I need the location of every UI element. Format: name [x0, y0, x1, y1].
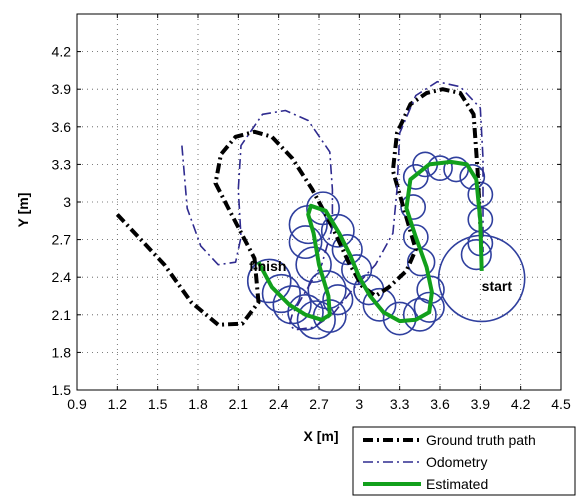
y-tick-label: 4.2	[52, 44, 72, 60]
uncertainty-circle	[460, 239, 492, 271]
x-tick-label: 4.5	[551, 396, 571, 412]
series-line-estimated	[256, 159, 484, 324]
x-tick-label: 1.8	[188, 396, 208, 412]
y-tick-label: 2.4	[52, 269, 72, 285]
uncertainty-circle	[261, 273, 301, 314]
y-tick-label: 1.8	[52, 344, 72, 360]
series-line-ground-truth-path	[115, 87, 484, 327]
x-tick-label: 2.1	[229, 396, 249, 412]
uncertainty-circle	[427, 155, 453, 182]
uncertainty-circle	[320, 213, 355, 248]
x-tick-label: 3.3	[390, 396, 410, 412]
y-tick-label: 3	[63, 194, 71, 210]
y-tick-label: 3.9	[52, 81, 72, 97]
uncertainty-circle	[341, 254, 373, 286]
x-tick-label: 3	[355, 396, 363, 412]
y-axis-label: Y [m]	[15, 193, 31, 228]
axis-ticks: 0.9 1.2 1.5 1.8 2.1 2.4 2.7 3 3.3 3.6 3.9 4.2 4.5 1.5…	[52, 14, 571, 412]
x-tick-label: 0.9	[67, 396, 87, 412]
uncertainty-circle	[288, 225, 323, 260]
x-tick-label: 4.2	[511, 396, 531, 412]
uncertainty-circle	[459, 164, 486, 190]
uncertainty-circle	[400, 194, 427, 220]
legend-label-ground-truth: Ground truth path	[426, 432, 536, 448]
x-tick-label: 2.7	[309, 396, 329, 412]
x-tick-label: 1.2	[108, 396, 128, 412]
y-tick-label: 2.1	[52, 307, 72, 323]
grid	[77, 14, 561, 390]
uncertainty-circle	[362, 287, 397, 322]
annotation-finish: finish	[249, 258, 286, 274]
legend: Ground truth path Odometry Estimated	[352, 426, 576, 496]
uncertainty-circle	[287, 294, 324, 331]
uncertainty-circle	[296, 300, 336, 340]
uncertainty-circle	[307, 270, 347, 310]
uncertainty-circle	[246, 258, 292, 304]
annotation-start: start	[482, 278, 513, 294]
uncertainty-circle	[413, 291, 445, 323]
x-axis-label: X [m]	[304, 428, 339, 444]
annotations: finish start	[249, 258, 512, 294]
uncertainty-circle	[295, 246, 332, 283]
legend-label-odometry: Odometry	[426, 454, 487, 470]
x-tick-label: 3.9	[471, 396, 491, 412]
x-tick-label: 2.4	[269, 396, 289, 412]
uncertainty-circle	[322, 284, 354, 316]
uncertainty-circle	[331, 234, 363, 266]
series-line-odometry	[181, 80, 484, 331]
series-lines	[115, 80, 484, 331]
x-tick-label: 3.6	[430, 396, 450, 412]
y-tick-label: 3.3	[52, 156, 72, 172]
legend-label-estimated: Estimated	[426, 476, 488, 492]
y-tick-label: 1.5	[52, 382, 72, 398]
x-tick-label: 1.5	[148, 396, 168, 412]
y-tick-label: 2.7	[52, 232, 72, 248]
y-tick-label: 3.6	[52, 119, 72, 135]
